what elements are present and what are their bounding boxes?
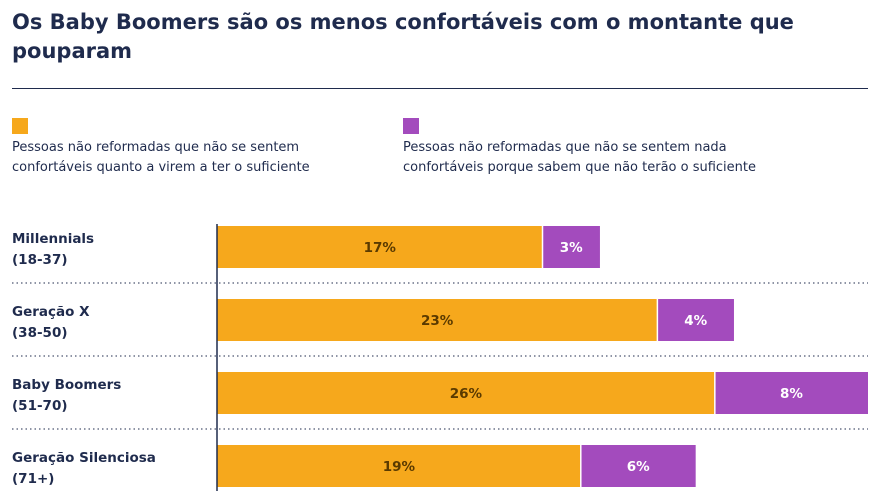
data-label: 26% — [450, 386, 483, 402]
legend-label-series1-line1: Pessoas não reformadas que não se sentem — [12, 140, 300, 155]
bar-segment — [657, 299, 734, 341]
category-label: Millennials (18-37) — [12, 231, 94, 268]
bar-segment — [217, 445, 581, 487]
legend-item-series1: Pessoas não reformadas que não se sentem… — [12, 118, 382, 178]
legend-swatch-series2 — [403, 118, 419, 134]
category-label: Geração Silenciosa (71+) — [12, 450, 156, 487]
chart-title: Os Baby Boomers são os menos confortávei… — [12, 10, 794, 63]
legend-swatch-series1 — [12, 118, 28, 134]
bar-segment — [217, 226, 543, 268]
data-label: 19% — [383, 459, 416, 475]
title-divider — [12, 88, 868, 89]
legend-label-series2-line1: Pessoas não reformadas que não se sentem… — [403, 140, 727, 155]
data-label: 8% — [780, 386, 803, 402]
data-label: 23% — [421, 313, 454, 329]
legend-item-series2: Pessoas não reformadas que não se sentem… — [403, 118, 873, 178]
category-label: Geração X (38-50) — [12, 304, 90, 341]
legend-label-series2-line2: confortáveis porque sabem que não terão … — [403, 160, 756, 175]
bar-segment — [542, 226, 600, 268]
bar-segment — [580, 445, 696, 487]
data-label: 4% — [684, 313, 707, 329]
category-label: Baby Boomers (51-70) — [12, 377, 121, 414]
data-label: 6% — [627, 459, 650, 475]
bar-segment — [217, 299, 658, 341]
bar-segment — [714, 372, 868, 414]
legend-label-series1-line2: confortáveis quanto a virem a ter o sufi… — [12, 160, 310, 175]
data-label: 3% — [560, 240, 583, 256]
data-label: 17% — [364, 240, 397, 256]
bar-segment — [217, 372, 715, 414]
